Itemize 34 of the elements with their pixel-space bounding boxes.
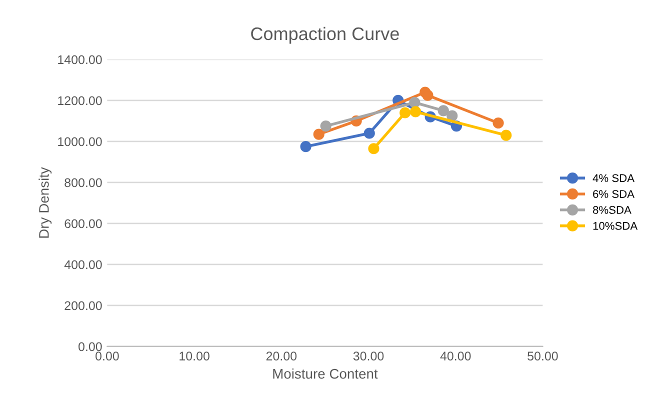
y-tick-label: 0.00	[78, 342, 102, 352]
x-tick-label: 50.00	[528, 352, 558, 360]
point	[492, 117, 504, 129]
x-tick-label: 40.00	[440, 352, 471, 360]
y-tick-label: 800.00	[64, 178, 102, 188]
y-tick-label: 1200.00	[58, 96, 102, 106]
y-tick-label: 200.00	[64, 301, 102, 310]
y-axis-title: Dry Density	[38, 167, 52, 238]
point	[422, 90, 434, 101]
x-tick-label: 0.00	[96, 352, 119, 360]
x-axis-title: Moisture Content	[273, 368, 378, 379]
point	[364, 128, 375, 139]
point	[409, 96, 420, 108]
x-tick-label: 20.00	[266, 352, 297, 360]
legend-label: 10%SDA	[593, 222, 638, 230]
y-tick-label: 400.00	[64, 260, 102, 270]
point	[410, 106, 422, 118]
point	[446, 110, 458, 122]
y-tick-label: 1400.00	[58, 55, 102, 64]
x-tick-label: 10.00	[180, 352, 210, 360]
y-tick-label: 600.00	[64, 219, 102, 228]
point	[400, 107, 411, 118]
point	[313, 128, 324, 140]
point	[300, 141, 312, 152]
legend-label: 8%SDA	[593, 206, 632, 214]
x-tick-label: 30.00	[353, 352, 384, 360]
y-tick-label: 1000.00	[58, 137, 102, 146]
point	[500, 130, 512, 141]
legend-label: 4% SDA	[592, 174, 634, 182]
point	[368, 143, 380, 154]
point	[438, 105, 449, 116]
legend-label: 6% SDA	[593, 190, 634, 198]
chart-title: Compaction Curve	[251, 26, 399, 44]
point	[320, 120, 332, 132]
